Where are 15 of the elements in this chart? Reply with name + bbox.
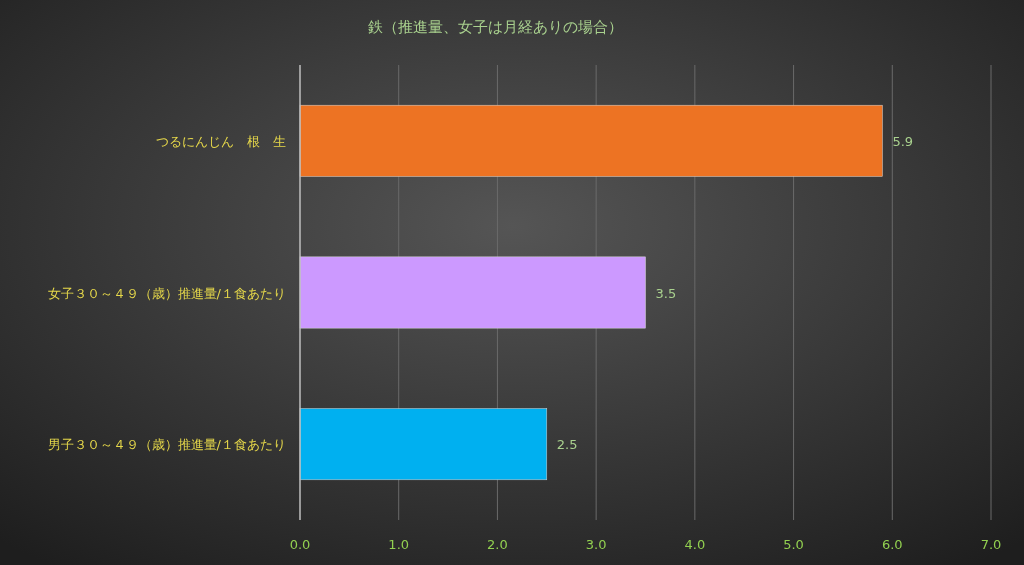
- x-tick-label: 6.0: [881, 537, 903, 552]
- data-label: 3.5: [655, 285, 677, 301]
- x-tick-label: 3.0: [585, 537, 607, 552]
- y-tick-label: 女子３０～４９（歳）推進量/１食あたり: [47, 285, 286, 301]
- data-label: 2.5: [556, 437, 578, 453]
- chart-title: 鉄（推進量、女子は月経ありの場合）: [368, 18, 623, 36]
- data-label: 5.9: [892, 133, 914, 149]
- y-tick-label: 男子３０～４９（歳）推進量/１食あたり: [47, 437, 286, 453]
- x-tick-label: 1.0: [388, 537, 410, 552]
- x-tick-label: 2.0: [487, 537, 508, 552]
- y-tick-label: つるにんじん 根 生: [156, 133, 286, 149]
- x-tick-label: 4.0: [684, 537, 706, 552]
- x-tick-label: 5.0: [783, 537, 804, 552]
- x-tick-label: 7.0: [980, 537, 1002, 552]
- x-tick-label: 0.0: [289, 537, 311, 552]
